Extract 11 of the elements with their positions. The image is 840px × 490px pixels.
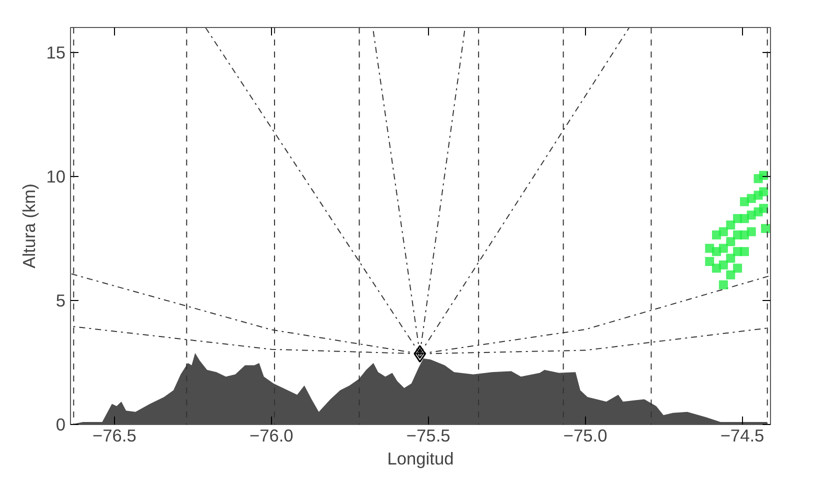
y-tick-label: 10	[46, 166, 66, 186]
x-tick-label: −76.0	[249, 426, 294, 446]
y-tick-label: 0	[56, 414, 66, 434]
x-axis-title: Longitud	[387, 448, 454, 468]
y-tick-label: 5	[56, 290, 66, 310]
x-tick-label: −76.5	[92, 426, 136, 446]
x-tick-label: −74.5	[720, 426, 764, 446]
y-axis-title: Altura (km)	[19, 184, 40, 268]
x-tick-label: −75.5	[406, 426, 450, 446]
y-tick-label: 15	[46, 42, 66, 62]
x-tick-label: −75.0	[563, 426, 608, 446]
